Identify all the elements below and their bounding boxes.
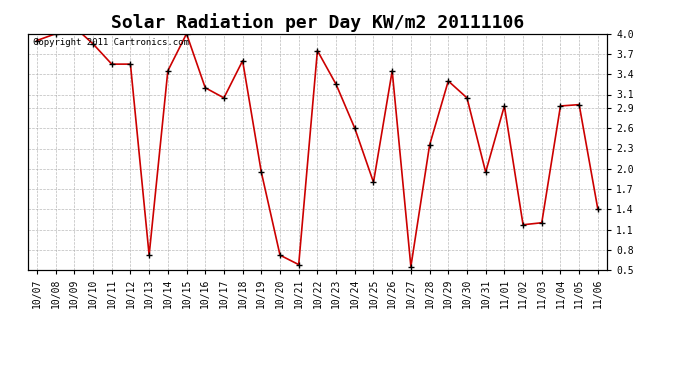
Text: Copyright 2011 Cartronics.com: Copyright 2011 Cartronics.com	[33, 39, 189, 48]
Title: Solar Radiation per Day KW/m2 20111106: Solar Radiation per Day KW/m2 20111106	[111, 13, 524, 32]
